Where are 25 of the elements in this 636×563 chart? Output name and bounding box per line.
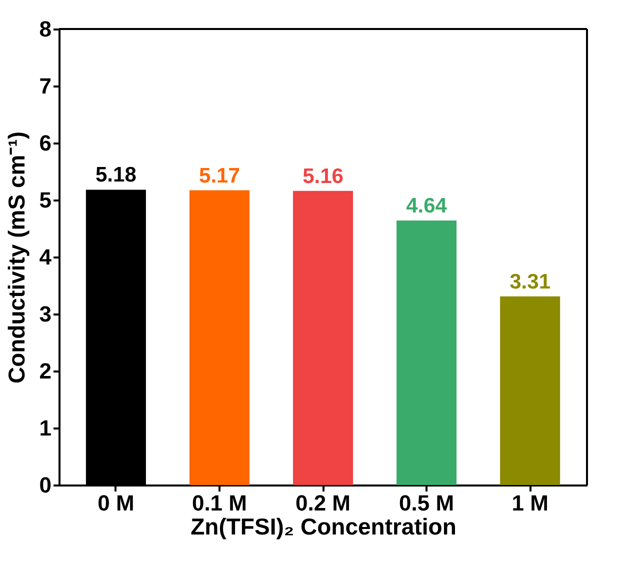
x-tick-label: 0 M: [98, 490, 134, 516]
x-tick-label: 0.5 M: [399, 490, 454, 516]
y-tick-label: 3: [39, 302, 52, 326]
data-label: 5.16: [302, 164, 344, 188]
y-tick-label: 7: [39, 74, 52, 98]
x-tick-label: 0.1 M: [192, 490, 247, 516]
y-axis-title: Conductivity (mS cm⁻¹): [3, 131, 30, 384]
bar: [293, 190, 353, 485]
x-tick-label: 1 M: [512, 490, 548, 516]
y-tick-label: 8: [39, 16, 52, 42]
data-label: 5.17: [199, 164, 240, 188]
y-tick-label: 5: [39, 188, 52, 212]
bar: [189, 190, 250, 485]
bar: [396, 220, 457, 485]
y-tick-label: 0: [39, 472, 52, 498]
y-tick-label: 2: [39, 358, 52, 384]
bar: [500, 296, 560, 485]
y-tick-label: 6: [39, 130, 52, 156]
data-label: 4.64: [406, 194, 448, 218]
data-label: 3.31: [510, 270, 551, 294]
x-tick-label: 0.2 M: [295, 490, 351, 516]
y-tick-label: 4: [39, 244, 52, 270]
y-tick-label: 1: [39, 416, 52, 440]
x-axis-title: Zn(TFSI)₂ Concentration: [190, 514, 456, 540]
data-label: 5.18: [96, 164, 137, 187]
